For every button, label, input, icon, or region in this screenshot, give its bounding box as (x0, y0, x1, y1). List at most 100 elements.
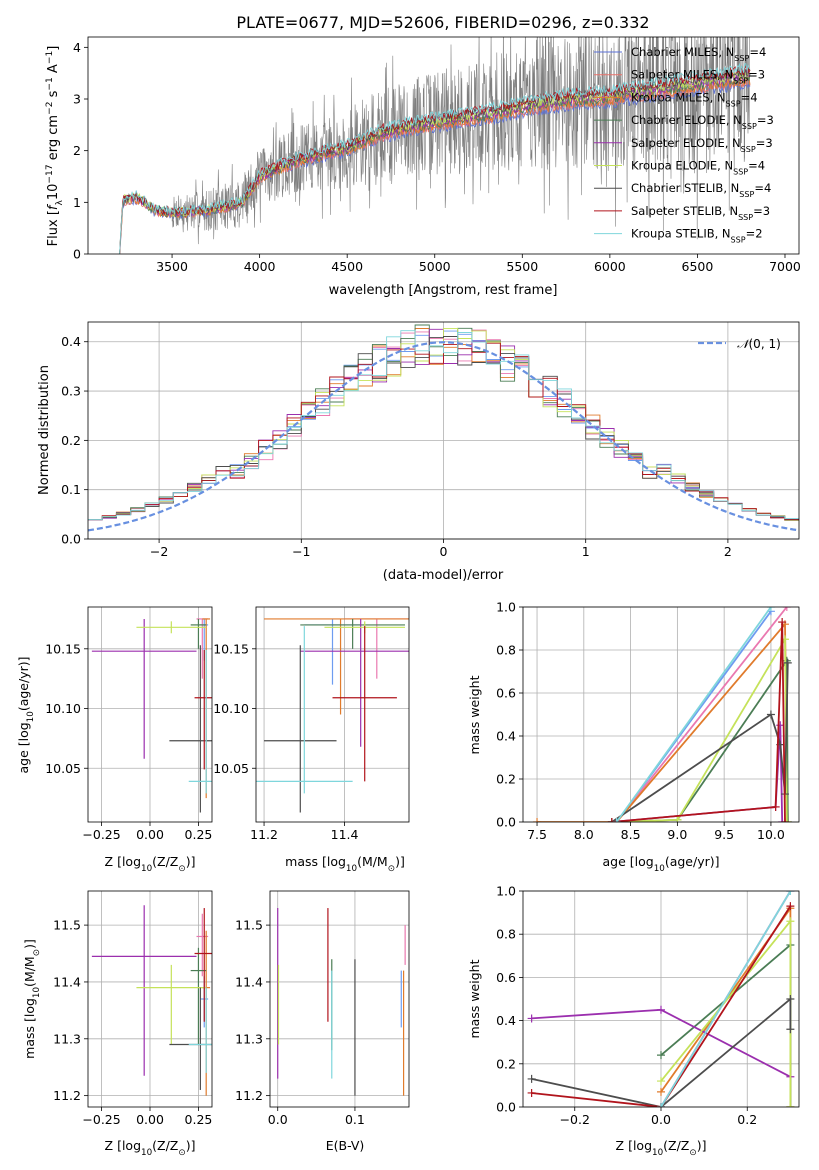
mass-weight-marker (657, 1051, 665, 1060)
mass-vs-ebv-axes (270, 891, 409, 1107)
y-tick-label: 0.4 (496, 1013, 516, 1028)
y-tick-label: 1.0 (496, 600, 516, 615)
legend-label: Chabrier STELIB, NSSP=4 (631, 181, 771, 199)
y-tick-label: 0.3 (61, 384, 81, 399)
spectrum-plot (119, 37, 751, 254)
y-tick-label: 0.6 (496, 686, 516, 701)
x-tick-label: −1 (292, 544, 310, 559)
mass-weight-marker (657, 1103, 665, 1107)
x-tick-label: 5500 (506, 259, 538, 274)
x-tick-label: 11.2 (250, 827, 278, 842)
y-tick-label: 11.4 (235, 974, 263, 989)
y-tick-label: 0.2 (61, 433, 81, 448)
legend-label: Chabrier MILES, NSSP=4 (631, 45, 766, 63)
x-tick-label: 9.0 (667, 827, 687, 842)
mass-weight-marker (527, 1074, 536, 1083)
y-tick-label: 10.10 (45, 701, 81, 716)
x-tick-label: 5000 (419, 259, 451, 274)
mass-weight-marker (766, 710, 775, 719)
x-axis-label: E(B-V) (326, 1138, 365, 1153)
residuals-plot (88, 324, 799, 532)
y-tick-label: 0.4 (61, 334, 81, 349)
mass-weight-marker (783, 818, 792, 822)
mass-vs-Z-axes (88, 891, 212, 1107)
data-spectrum-line (171, 37, 750, 245)
model-spectrum-line (119, 62, 751, 254)
mass-vs-Z-frame-group: −0.25 0.00 0.25 11.2 11.3 11.4 11.5 (53, 890, 213, 1127)
mass-weight-line (615, 607, 772, 822)
x-tick-label: 6500 (682, 259, 714, 274)
mass-vs-ebv-plot (277, 908, 406, 1096)
x-tick-label: 4500 (331, 259, 363, 274)
mass-weight-vs-Z-axes (523, 890, 799, 1108)
x-axis-label: mass [log10(M/M⊙)] (285, 854, 405, 874)
mass-weight-vs-age-frame (522, 606, 800, 823)
mass-weight-line (660, 891, 792, 1107)
mass-weight-marker (527, 1014, 536, 1023)
x-tick-label: 8.0 (574, 827, 594, 842)
x-tick-label: 3500 (156, 259, 188, 274)
y-axis-label: mass weight (467, 675, 482, 754)
mass-weight-line (615, 607, 788, 822)
legend-label: 𝒩(0, 1) (737, 337, 781, 351)
x-axis-label: wavelength [Angstrom, rest frame] (329, 283, 558, 298)
mass-weight-marker (673, 815, 682, 822)
age-vs-Z-plot (91, 618, 212, 813)
spectrum-frame (87, 36, 800, 255)
x-tick-label: −2 (150, 544, 168, 559)
x-tick-label: 8.5 (621, 827, 641, 842)
mass-weight-line (611, 725, 784, 822)
mass-weight-marker (657, 1005, 665, 1014)
mass-weight-marker (771, 802, 780, 811)
y-tick-label: 0.8 (496, 643, 516, 658)
y-axis-label: mass weight (467, 959, 482, 1038)
mass-vs-ebv-frame-group: 0.0 0.1 11.2 11.3 11.4 11.5 (235, 890, 410, 1127)
mass-weight-marker (657, 1087, 665, 1096)
x-tick-label: 2 (724, 544, 732, 559)
y-tick-label: 11.3 (235, 1031, 263, 1046)
y-tick-label: 0.4 (496, 729, 516, 744)
model-spectrum-line (119, 76, 751, 254)
mass-weight-marker (778, 818, 787, 822)
mass-weight-marker (783, 658, 792, 667)
age-vs-mass-frame (255, 606, 410, 823)
x-tick-label: 0.0 (651, 1112, 671, 1127)
x-tick-label: 0.0 (268, 1112, 288, 1127)
mass-weight-marker (657, 1077, 665, 1086)
x-tick-label: 4000 (244, 259, 276, 274)
y-axis-label: mass [log10(M/M⊙)] (22, 939, 42, 1059)
y-tick-label: 3 (73, 92, 81, 107)
x-axis-label: Z [log10(Z/Z⊙)] (105, 1138, 196, 1158)
y-tick-label: 11.5 (235, 918, 263, 933)
legend-label: Salpeter MILES, NSSP=3 (631, 68, 765, 86)
mass-weight-marker (527, 1088, 536, 1097)
mass-vs-Z-plot (91, 905, 212, 1096)
y-tick-label: 11.3 (53, 1031, 81, 1046)
age-vs-Z-axes (88, 607, 212, 822)
legend-label: Salpeter STELIB, NSSP=3 (631, 204, 770, 222)
x-tick-label: 11.4 (331, 827, 359, 842)
y-tick-label: 11.2 (235, 1088, 263, 1103)
y-tick-label: 0.1 (61, 482, 81, 497)
figure-title: PLATE=0677, MJD=52606, FIBERID=0296, z=0… (236, 13, 649, 32)
x-tick-label: 0.00 (136, 827, 164, 842)
y-tick-label: 0.0 (496, 815, 516, 830)
mass-weight-vs-Z-frame-group: −0.2 0.0 0.2 0.0 0.2 0.4 0.6 0.8 1.0 (496, 884, 800, 1127)
mass-weight-marker (612, 818, 621, 822)
age-vs-mass-frame-group: 11.2 11.4 10.05 10.10 10.15 (213, 606, 410, 842)
histogram-line (88, 342, 799, 521)
x-tick-label: 0.25 (185, 827, 213, 842)
x-tick-label: 6000 (594, 259, 626, 274)
y-tick-label: 10.15 (45, 641, 81, 656)
y-tick-label: 11.4 (53, 974, 81, 989)
mass-weight-marker (786, 1103, 795, 1107)
y-tick-label: 4 (73, 40, 81, 55)
spectrum-frame-group: 3500 4000 4500 5000 5500 6000 6500 7000 0 1 2 3 4 Cha… (73, 36, 801, 274)
mass-weight-line (660, 943, 792, 1107)
legend-label: Kroupa ELODIE, NSSP=4 (631, 159, 765, 177)
x-tick-label: −0.25 (82, 1112, 120, 1127)
y-axis-label: Flux [fλ10−17 erg cm−2 s−1 A−1] (45, 46, 65, 247)
y-tick-label: 0.0 (61, 532, 81, 547)
y-axis-label: age [log10(age/yr)] (16, 656, 36, 773)
